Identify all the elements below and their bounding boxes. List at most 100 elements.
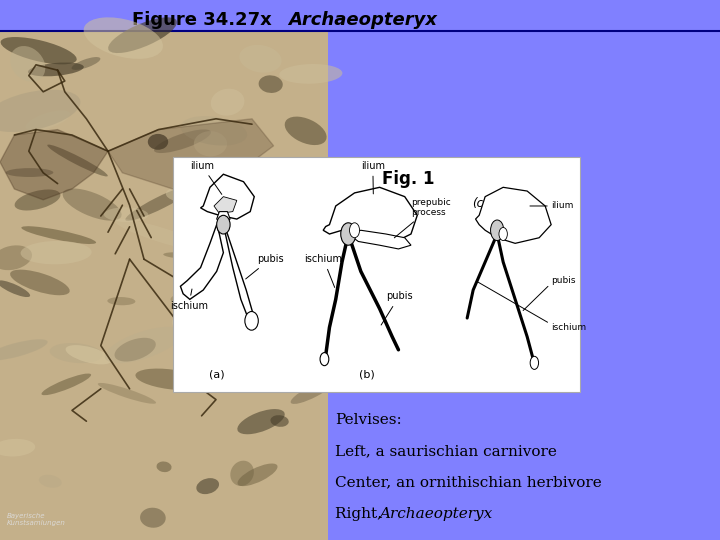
Ellipse shape (207, 310, 265, 330)
Ellipse shape (0, 90, 81, 132)
Ellipse shape (39, 475, 62, 488)
Ellipse shape (26, 110, 70, 131)
Text: Left, a saurischian carnivore: Left, a saurischian carnivore (335, 444, 557, 458)
Text: (c): (c) (472, 197, 487, 210)
Polygon shape (348, 230, 411, 249)
Polygon shape (201, 174, 254, 219)
Ellipse shape (197, 478, 219, 494)
Circle shape (530, 356, 539, 369)
Ellipse shape (104, 327, 182, 363)
Bar (0, 31, 328, 540)
Text: pubis: pubis (246, 254, 284, 279)
Ellipse shape (166, 184, 222, 204)
Ellipse shape (104, 207, 148, 222)
Polygon shape (476, 187, 552, 244)
Ellipse shape (239, 45, 282, 73)
Ellipse shape (207, 307, 248, 320)
Ellipse shape (194, 131, 227, 157)
Text: Pelvises:: Pelvises: (335, 413, 402, 427)
Ellipse shape (50, 343, 103, 363)
Text: Center, an ornithischian herbivore: Center, an ornithischian herbivore (335, 476, 601, 490)
Polygon shape (181, 225, 223, 299)
Text: ischium: ischium (552, 323, 586, 332)
Ellipse shape (135, 369, 204, 390)
Ellipse shape (148, 134, 168, 150)
Ellipse shape (163, 252, 199, 259)
Ellipse shape (211, 89, 244, 116)
Ellipse shape (291, 380, 333, 404)
Circle shape (349, 223, 359, 238)
Ellipse shape (225, 191, 290, 213)
Text: ischium: ischium (305, 254, 343, 287)
Text: (b): (b) (359, 369, 375, 379)
Ellipse shape (154, 130, 211, 153)
Ellipse shape (114, 219, 208, 251)
Circle shape (490, 220, 504, 240)
Circle shape (499, 227, 508, 240)
Ellipse shape (171, 293, 204, 306)
Text: (a): (a) (209, 369, 225, 379)
Ellipse shape (63, 188, 122, 221)
Ellipse shape (235, 165, 275, 186)
Polygon shape (323, 187, 418, 244)
Circle shape (217, 215, 230, 234)
Ellipse shape (42, 374, 91, 395)
Polygon shape (217, 212, 230, 225)
Text: Archaeopteryx: Archaeopteryx (288, 11, 437, 29)
Text: ilium: ilium (552, 201, 574, 211)
Text: Archaeopteryx: Archaeopteryx (379, 507, 492, 521)
Ellipse shape (220, 299, 287, 334)
Ellipse shape (66, 345, 112, 364)
Ellipse shape (107, 297, 135, 305)
Ellipse shape (108, 17, 177, 53)
Ellipse shape (21, 241, 91, 264)
Ellipse shape (125, 185, 195, 221)
Ellipse shape (10, 269, 70, 295)
Text: pubis: pubis (552, 276, 576, 285)
Text: ischium: ischium (170, 289, 207, 310)
Circle shape (320, 353, 329, 366)
Ellipse shape (238, 409, 284, 434)
Ellipse shape (0, 339, 48, 361)
Text: Bayerische
Kunstsamlungen: Bayerische Kunstsamlungen (7, 514, 66, 526)
Circle shape (245, 312, 258, 330)
Ellipse shape (238, 463, 277, 486)
Polygon shape (223, 225, 254, 323)
Ellipse shape (140, 508, 166, 528)
Ellipse shape (172, 312, 259, 342)
Ellipse shape (28, 63, 84, 76)
Ellipse shape (10, 46, 45, 82)
Text: pubis: pubis (381, 292, 413, 325)
Ellipse shape (256, 305, 284, 324)
Ellipse shape (279, 64, 343, 84)
Ellipse shape (114, 338, 156, 361)
Ellipse shape (209, 343, 288, 376)
Text: ilium: ilium (361, 160, 384, 194)
Text: ilium: ilium (190, 160, 222, 194)
Ellipse shape (22, 226, 96, 244)
Ellipse shape (0, 245, 32, 270)
Ellipse shape (48, 145, 108, 177)
Ellipse shape (98, 383, 156, 404)
Text: Fig. 1: Fig. 1 (382, 170, 435, 188)
Ellipse shape (71, 57, 100, 70)
Ellipse shape (181, 116, 247, 145)
Bar (173, 157, 580, 392)
Ellipse shape (6, 168, 53, 177)
Ellipse shape (156, 462, 171, 472)
Polygon shape (108, 119, 274, 189)
Text: Figure 34.27x: Figure 34.27x (132, 11, 284, 29)
Polygon shape (214, 197, 237, 213)
Circle shape (341, 223, 356, 245)
Polygon shape (0, 130, 108, 200)
Text: prepubic
process: prepubic process (395, 198, 451, 238)
Ellipse shape (0, 439, 35, 456)
Ellipse shape (230, 461, 254, 486)
Ellipse shape (284, 117, 327, 145)
Ellipse shape (1, 37, 77, 64)
Ellipse shape (14, 190, 60, 211)
Text: Right,: Right, (335, 507, 387, 521)
Ellipse shape (258, 75, 283, 93)
Ellipse shape (184, 305, 256, 330)
Ellipse shape (0, 280, 30, 297)
